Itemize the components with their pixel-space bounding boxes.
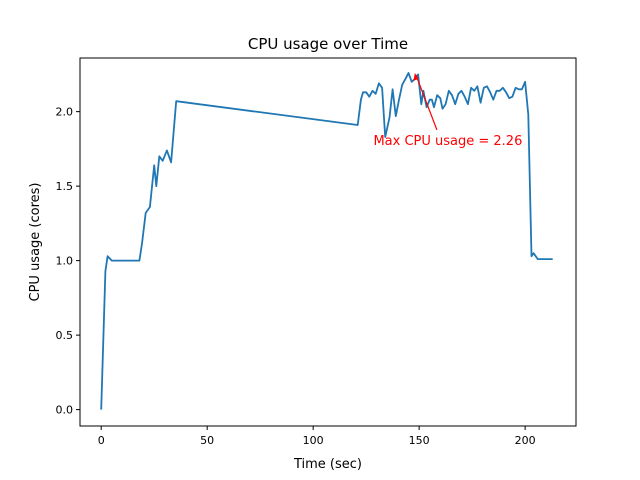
x-tick-label: 100 [303,434,324,447]
y-tick-label: 1.5 [56,180,74,193]
x-axis-label: Time (sec) [293,457,362,472]
annotation-arrow [415,74,438,131]
x-tick-label: 150 [409,434,430,447]
plot-frame [79,57,577,427]
x-tick-label: 200 [515,434,536,447]
x-tick-label: 0 [98,434,105,447]
y-tick-label: 0.0 [56,404,74,417]
max-annotation: Max CPU usage = 2.26 [373,72,522,149]
annotation-text: Max CPU usage = 2.26 [373,134,522,149]
cpu-usage-line [100,72,553,410]
y-tick-label: 1.0 [56,255,74,268]
chart-title: CPU usage over Time [248,35,408,53]
annotation-arrowhead [413,72,419,81]
y-axis-label: CPU usage (cores) [28,183,43,302]
y-tick-label: 0.5 [56,329,74,342]
x-tick-label: 50 [200,434,214,447]
y-tick-label: 2.0 [56,106,74,119]
